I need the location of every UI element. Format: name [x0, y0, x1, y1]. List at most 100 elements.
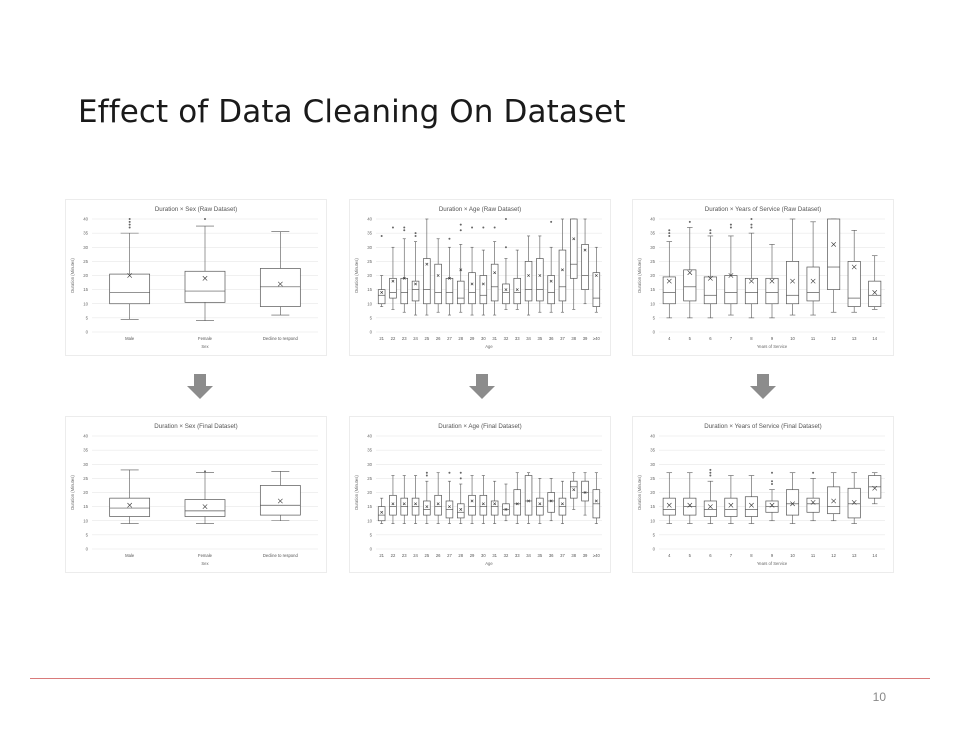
y-tick-label: 5 — [370, 315, 373, 320]
y-tick-label: 10 — [83, 301, 88, 306]
x-tick-label: 29 — [470, 336, 475, 341]
mean-marker — [380, 510, 384, 514]
outlier-point — [403, 226, 406, 229]
y-tick-label: 25 — [83, 259, 88, 264]
box-21 — [377, 497, 386, 524]
chart-title: Duration × Years of Service (Raw Dataset… — [705, 206, 821, 213]
outlier-point — [459, 229, 462, 232]
box-21 — [377, 234, 386, 307]
box-12 — [827, 218, 841, 313]
x-tick-label: 36 — [549, 553, 554, 558]
box-iqr — [524, 475, 533, 516]
box-37 — [558, 480, 567, 524]
mean-marker — [728, 273, 734, 278]
box-22 — [389, 226, 397, 310]
y-axis-label: Duration (Minutes) — [70, 258, 75, 293]
chart-svg: Duration × Years of Service (Final Datas… — [637, 423, 885, 566]
box-iqr — [377, 289, 386, 305]
box-37 — [558, 218, 567, 313]
x-tick-label: 38 — [571, 336, 576, 341]
chart-age-final: Duration × Age (Final Dataset) 0 5 10 15 20 25… — [349, 416, 611, 573]
box-iqr — [806, 266, 820, 302]
outlier-point — [204, 470, 206, 473]
x-tick-label: 26 — [436, 336, 441, 341]
y-tick-label: 0 — [370, 547, 373, 552]
box-34 — [524, 235, 533, 316]
x-tick-label: Male — [125, 336, 135, 341]
y-tick-label: 20 — [367, 490, 372, 495]
y-tick-label: 40 — [367, 217, 372, 222]
x-tick-label: 13 — [852, 336, 857, 341]
box-iqr — [377, 506, 386, 522]
box-10 — [786, 472, 800, 524]
box-28 — [457, 223, 465, 313]
mean-marker — [425, 262, 429, 266]
outlier-point — [750, 218, 753, 220]
mean-marker — [527, 274, 530, 277]
mean-marker — [666, 278, 672, 284]
box-33 — [513, 249, 521, 310]
outlier-point — [482, 226, 485, 229]
x-axis-label: Years of Service — [757, 344, 788, 349]
x-axis-label: Sex — [201, 561, 209, 566]
box-35 — [536, 478, 544, 524]
x-tick-label: 5 — [689, 553, 692, 558]
box-iqr — [457, 280, 465, 305]
y-tick-label: 0 — [370, 330, 373, 335]
mean-marker — [594, 499, 598, 503]
x-tick-label: 21 — [379, 553, 384, 558]
chart-svg: Duration × Sex (Raw Dataset) 0 5 10 15 20 25 30… — [70, 206, 318, 349]
x-tick-label: 34 — [526, 553, 531, 558]
box-iqr — [558, 249, 567, 302]
x-tick-label: Decline to respond — [263, 553, 299, 558]
outlier-point — [414, 234, 417, 237]
box-iqr — [184, 499, 226, 517]
box-iqr — [109, 273, 151, 305]
mean-marker — [769, 502, 775, 508]
outlier-point — [812, 471, 815, 474]
outlier-point — [459, 223, 462, 226]
y-tick-label: 25 — [650, 476, 655, 481]
box-iqr — [765, 277, 779, 305]
x-tick-label: 35 — [538, 553, 543, 558]
box-iqr — [570, 218, 578, 279]
outlier-point — [668, 229, 671, 232]
box-iqr — [389, 494, 397, 516]
y-tick-label: 15 — [83, 504, 88, 509]
page-number: 10 — [872, 690, 886, 704]
slide-title: Effect of Data Cleaning On Dataset — [78, 94, 626, 130]
x-tick-label: 9 — [771, 336, 774, 341]
box-iqr — [806, 497, 820, 513]
mean-marker — [769, 278, 775, 284]
box-iqr — [868, 280, 882, 307]
box-iqr — [662, 497, 676, 516]
box-36 — [547, 220, 555, 313]
box-iqr — [547, 492, 555, 513]
box-11 — [806, 221, 820, 316]
box-Female — [184, 218, 226, 321]
outlier-point — [771, 471, 773, 474]
x-tick-label: 39 — [583, 336, 588, 341]
box-Female — [184, 470, 226, 524]
y-tick-label: 30 — [650, 245, 655, 250]
x-tick-label: Decline to respond — [263, 336, 299, 341]
box-iqr — [662, 276, 676, 305]
box-iqr — [468, 272, 476, 305]
box-29 — [468, 226, 476, 316]
x-tick-label: 31 — [492, 336, 497, 341]
y-tick-label: 25 — [650, 259, 655, 264]
x-tick-label: 27 — [447, 336, 452, 341]
x-tick-label: 33 — [515, 553, 520, 558]
box-Decline to respond — [259, 471, 301, 522]
box-iqr — [827, 486, 841, 515]
box-30 — [479, 475, 488, 524]
box-38 — [570, 218, 578, 310]
box-iqr — [547, 275, 555, 305]
outlier-point — [709, 471, 712, 474]
y-tick-label: 15 — [650, 504, 655, 509]
box-iqr — [457, 503, 465, 519]
box-33 — [513, 472, 521, 524]
box-iqr — [724, 275, 738, 305]
box-iqr — [786, 261, 800, 305]
y-tick-label: 5 — [86, 532, 89, 537]
